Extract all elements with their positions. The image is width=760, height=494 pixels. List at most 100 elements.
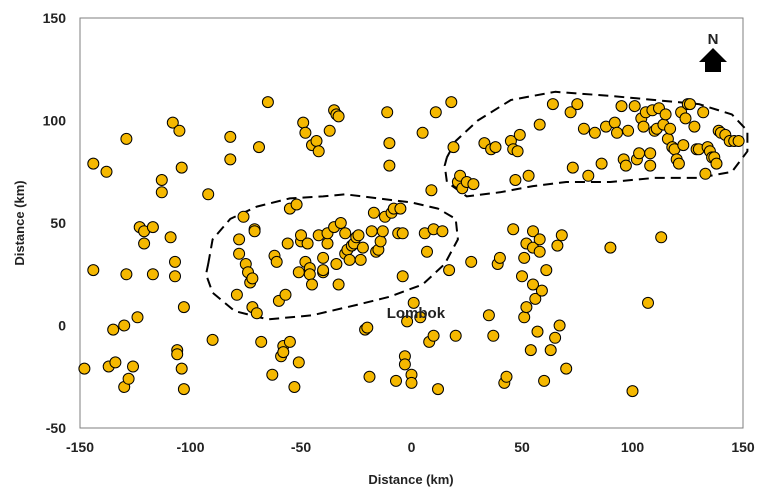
data-point: [533, 118, 546, 131]
data-point: [310, 135, 323, 147]
data-point: [146, 268, 159, 281]
data-point: [527, 278, 539, 291]
data-point: [443, 264, 456, 277]
data-point: [642, 296, 654, 309]
data-point: [520, 301, 533, 314]
data-point: [571, 98, 584, 111]
data-point: [531, 325, 544, 338]
data-point: [109, 356, 122, 369]
data-point: [171, 348, 184, 361]
x-tick-labels: -150 -100 -50 0 50 100 150: [66, 439, 755, 455]
data-point: [317, 264, 330, 277]
data-point: [655, 231, 668, 244]
data-point: [175, 161, 188, 174]
data-point: [361, 321, 374, 334]
data-point: [354, 253, 367, 266]
data-point: [626, 385, 639, 398]
y-axis-title: Distance (km): [12, 180, 27, 265]
x-axis-title: Distance (km): [368, 472, 453, 487]
data-point: [553, 319, 566, 332]
data-point: [644, 159, 657, 172]
data-point: [295, 229, 307, 242]
data-point: [292, 356, 305, 369]
x-tick-label: -150: [66, 439, 94, 455]
data-point: [290, 198, 303, 211]
data-point: [299, 126, 312, 139]
plot-area: [79, 17, 744, 429]
data-point: [339, 227, 352, 240]
data-point: [100, 165, 113, 178]
data-point: [493, 251, 506, 264]
north-arrow-icon: [699, 48, 727, 72]
data-point: [414, 311, 427, 324]
data-point: [202, 188, 215, 201]
north-arrow-label: N: [708, 31, 719, 48]
data-point: [270, 255, 283, 268]
data-point: [524, 344, 537, 357]
data-point: [127, 360, 139, 373]
data-point: [396, 270, 409, 283]
data-point: [146, 221, 159, 234]
data-point: [166, 116, 179, 129]
data-point: [533, 245, 546, 258]
data-point: [535, 284, 548, 297]
data-point: [513, 128, 526, 141]
data-point: [407, 296, 420, 309]
data-point: [633, 147, 646, 160]
data-point: [122, 372, 135, 385]
data-point: [445, 96, 458, 109]
data-point: [405, 376, 418, 389]
data-point: [611, 126, 623, 139]
data-point: [383, 159, 396, 172]
data-point: [672, 157, 685, 170]
data-point: [540, 264, 553, 277]
data-point: [363, 370, 376, 383]
data-point: [332, 110, 345, 123]
data-point: [169, 270, 181, 283]
data-point: [560, 362, 573, 375]
data-point: [301, 237, 314, 250]
data-point: [224, 130, 237, 143]
data-point: [138, 237, 151, 250]
data-point: [87, 157, 100, 170]
data-point: [248, 225, 261, 238]
data-point: [224, 153, 237, 166]
data-point: [615, 100, 628, 113]
data-point: [281, 237, 294, 250]
data-point: [518, 251, 531, 264]
data-point: [177, 383, 190, 396]
data-point: [489, 141, 502, 154]
data-point: [604, 241, 617, 254]
lombok-label: Lombok: [387, 305, 446, 322]
data-point: [595, 157, 608, 170]
dashed-region-1: [205, 193, 459, 321]
data-point: [120, 268, 133, 281]
data-point: [500, 370, 513, 383]
data-point: [555, 229, 568, 242]
data-point: [622, 124, 635, 137]
data-point: [330, 258, 343, 270]
data-point: [365, 225, 378, 238]
x-tick-label: -100: [176, 439, 204, 455]
data-point: [343, 253, 356, 266]
data-point: [332, 278, 345, 291]
data-point: [588, 126, 601, 139]
data-point: [323, 124, 336, 137]
x-tick-label: 150: [731, 439, 755, 455]
data-point: [546, 98, 559, 111]
data-point: [688, 120, 701, 133]
data-point: [233, 247, 246, 260]
data-point: [303, 268, 316, 281]
data-point: [237, 210, 250, 223]
data-point: [383, 137, 396, 150]
data-point: [538, 374, 551, 387]
data-point: [87, 264, 100, 277]
data-point: [164, 231, 177, 244]
y-tick-label: -50: [46, 420, 66, 436]
data-point: [659, 108, 672, 121]
data-point: [253, 141, 265, 154]
data-point: [175, 362, 188, 375]
data-point: [118, 319, 131, 332]
data-point: [482, 309, 495, 322]
data-point: [321, 237, 334, 250]
